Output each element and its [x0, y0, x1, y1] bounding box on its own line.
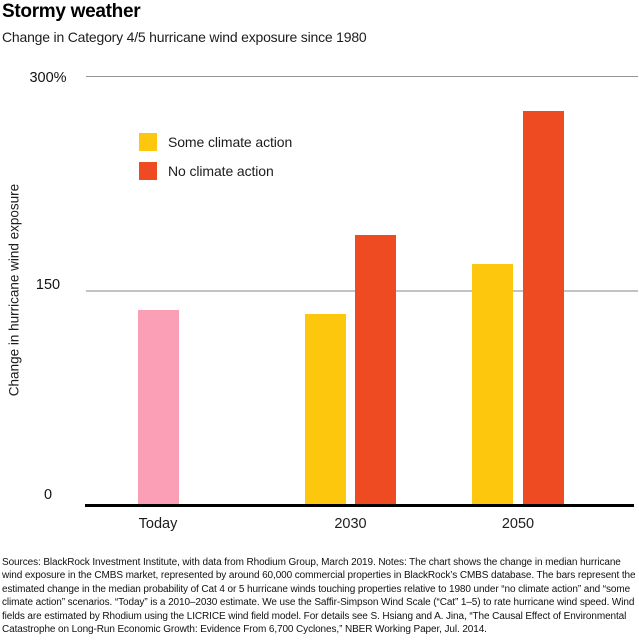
legend-swatch-no-climate-action — [139, 162, 157, 180]
y-tick-label-0: 0 — [43, 487, 53, 503]
x-axis-label-2050: 2050 — [501, 516, 535, 532]
y-tick-label-150: 150 — [35, 277, 61, 293]
chart-subtitle: Change in Category 4/5 hurricane wind ex… — [2, 29, 367, 45]
page-title: Stormy weather — [2, 1, 141, 22]
gridline-300 — [86, 76, 638, 77]
legend-item-some-climate-action: Some climate action — [139, 133, 292, 151]
bar-2050-some-climate-action — [472, 263, 514, 505]
x-axis-line — [85, 503, 634, 507]
source-notes: Sources: BlackRock Investment Institute,… — [2, 557, 636, 636]
x-axis-label-2030: 2030 — [334, 516, 367, 532]
y-tick-label-300: 300% — [29, 70, 67, 86]
bar-today-today-estimate — [137, 309, 179, 505]
bar-2030-some-climate-action — [304, 313, 346, 505]
legend-item-no-climate-action: No climate action — [139, 162, 274, 180]
bar-2030-no-climate-action — [355, 235, 397, 505]
legend-swatch-some-climate-action — [139, 133, 157, 151]
x-axis-label-today: Today — [138, 516, 178, 532]
bar-2050-no-climate-action — [522, 111, 564, 505]
legend-label-no-climate-action: No climate action — [168, 163, 274, 179]
legend-label-some-climate-action: Some climate action — [168, 134, 293, 150]
